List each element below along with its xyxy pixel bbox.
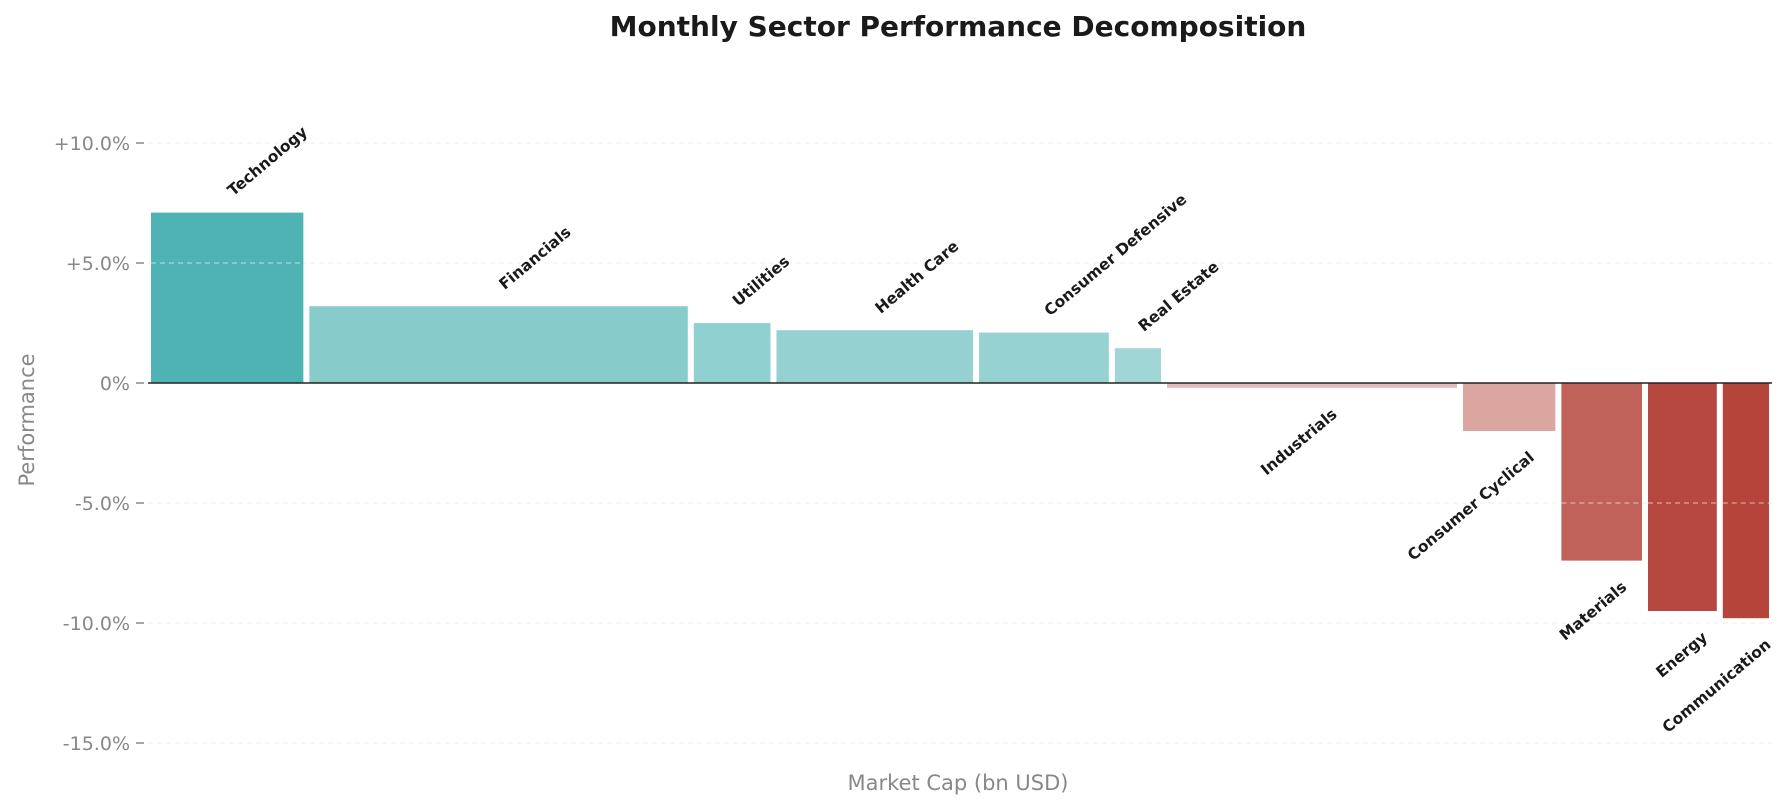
bar-label-real-estate: Real Estate bbox=[1135, 258, 1223, 336]
bar-communication bbox=[1722, 383, 1769, 619]
bar-industrials bbox=[1167, 383, 1457, 388]
bar-consumer-defensive bbox=[979, 332, 1109, 383]
bar-label-financials: Financials bbox=[496, 223, 575, 293]
bar-technology bbox=[151, 212, 304, 383]
bar-label-energy: Energy bbox=[1653, 628, 1711, 681]
y-tick-label: -5.0% bbox=[75, 493, 130, 515]
y-tick-label: -10.0% bbox=[63, 613, 130, 635]
x-axis-label: Market Cap (bn USD) bbox=[848, 771, 1069, 795]
bar-consumer-cyclical bbox=[1462, 383, 1556, 431]
y-tick-label: 0% bbox=[100, 373, 130, 395]
bar-real-estate bbox=[1114, 348, 1162, 383]
bar-financials bbox=[309, 306, 688, 383]
bar-label-consumer-cyclical: Consumer Cyclical bbox=[1404, 448, 1538, 564]
bar-label-industrials: Industrials bbox=[1257, 405, 1340, 479]
reference-lines bbox=[151, 262, 1769, 504]
grid-layer bbox=[148, 142, 1772, 744]
bar-energy bbox=[1647, 383, 1717, 611]
bar-label-technology: Technology bbox=[224, 123, 311, 200]
y-tick-label: -15.0% bbox=[63, 733, 130, 755]
y-axis-label: Performance bbox=[15, 353, 39, 486]
bar-materials bbox=[1561, 383, 1642, 561]
bar-utilities bbox=[693, 323, 771, 383]
bar-label-health-care: Health Care bbox=[872, 237, 963, 317]
bar-label-utilities: Utilities bbox=[729, 252, 793, 310]
bars-layer bbox=[151, 212, 1769, 619]
y-tick-label: +5.0% bbox=[66, 253, 130, 275]
y-axis: +10.0% +5.0% 0% -5.0% -10.0% -15.0% bbox=[54, 133, 144, 755]
chart-title: Monthly Sector Performance Decomposition bbox=[610, 10, 1307, 43]
y-tick-label: +10.0% bbox=[54, 133, 130, 155]
bar-label-materials: Materials bbox=[1556, 578, 1630, 644]
bar-health-care bbox=[776, 330, 974, 383]
